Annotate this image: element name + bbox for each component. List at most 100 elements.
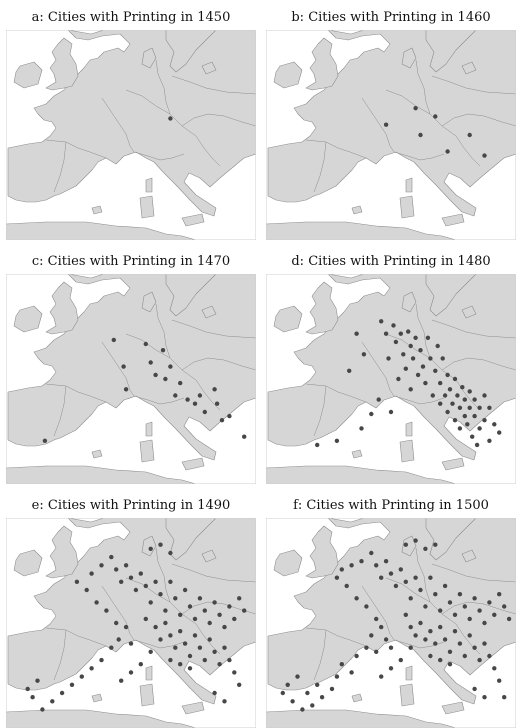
city-dot	[192, 633, 198, 638]
city-dot	[40, 707, 45, 712]
city-dot	[158, 542, 163, 547]
city-dot	[359, 426, 364, 431]
land-shape	[267, 274, 516, 461]
country-border	[361, 585, 395, 641]
city-dot	[438, 624, 443, 630]
city-dot	[237, 596, 242, 601]
city-dot	[114, 567, 119, 572]
country-border	[313, 141, 327, 193]
city-dot	[482, 620, 487, 626]
city-dot	[168, 633, 173, 638]
city-dot	[133, 587, 139, 593]
city-dot	[398, 567, 403, 572]
land-shape	[91, 449, 103, 459]
country-border	[53, 629, 67, 681]
country-border	[45, 627, 107, 647]
city-dot	[143, 583, 148, 589]
city-dot	[425, 335, 431, 340]
city-dot	[420, 364, 426, 369]
map-frame	[6, 30, 256, 240]
country-border	[305, 139, 367, 159]
city-dot	[285, 682, 290, 687]
city-dot	[470, 434, 475, 439]
land-shape	[351, 449, 363, 459]
city-dot	[423, 604, 428, 609]
city-dot	[433, 368, 438, 373]
country-border	[313, 385, 327, 437]
city-dot	[59, 690, 65, 696]
country-border	[125, 577, 197, 625]
europe-map	[266, 518, 516, 728]
city-dot	[433, 592, 438, 597]
city-dot	[487, 653, 492, 659]
city-dot	[487, 405, 492, 410]
country-border	[393, 151, 445, 161]
land-shape	[91, 205, 103, 215]
city-dot	[442, 637, 448, 642]
city-dot	[123, 624, 129, 630]
city-dot	[438, 380, 443, 386]
land-shape	[405, 177, 413, 193]
city-dot	[315, 442, 320, 448]
europe-map	[6, 518, 256, 728]
city-dot	[158, 637, 163, 642]
country-border	[155, 59, 171, 115]
city-dot	[487, 438, 492, 443]
land-shape	[145, 177, 153, 193]
city-dot	[492, 666, 497, 671]
land-shape	[267, 518, 516, 705]
city-dot	[114, 620, 119, 626]
city-dot	[89, 666, 94, 671]
country-border	[385, 89, 457, 137]
city-dot	[364, 645, 369, 650]
city-dot	[462, 397, 467, 402]
city-dot	[369, 550, 374, 556]
city-dot	[408, 343, 413, 349]
city-dot	[492, 422, 497, 427]
city-dot	[160, 348, 166, 353]
city-dot	[173, 393, 178, 398]
city-dot	[467, 405, 472, 410]
city-dot	[232, 670, 237, 675]
land-shape	[273, 61, 303, 89]
country-border	[305, 627, 367, 647]
land-shape	[181, 457, 205, 471]
city-dot	[374, 563, 379, 568]
land-shape	[45, 37, 79, 91]
city-dot	[232, 616, 237, 622]
country-border	[393, 395, 445, 405]
country-border	[45, 383, 107, 403]
city-dot	[433, 114, 438, 119]
city-dot	[347, 368, 352, 373]
land-shape	[181, 701, 205, 715]
country-border	[455, 623, 481, 655]
country-border	[133, 395, 185, 405]
land-shape	[351, 205, 363, 215]
city-dot	[128, 575, 134, 580]
city-dot	[123, 563, 129, 568]
city-dot	[477, 657, 482, 663]
land-shape	[6, 709, 197, 728]
country-border	[361, 341, 395, 397]
city-dot	[438, 657, 443, 663]
country-border	[431, 319, 516, 339]
land-shape	[273, 549, 303, 577]
city-dot	[482, 393, 487, 398]
city-dot	[477, 426, 482, 431]
city-dot	[25, 686, 30, 692]
city-dot	[361, 352, 367, 357]
city-dot	[305, 690, 310, 696]
city-dot	[482, 418, 487, 423]
country-border	[125, 89, 197, 137]
city-dot	[109, 645, 114, 650]
map-frame	[266, 30, 516, 240]
land-shape	[461, 549, 477, 563]
land-shape	[45, 525, 79, 579]
city-dot	[202, 657, 207, 663]
city-dot	[388, 571, 394, 576]
city-dot	[212, 600, 217, 605]
city-dot	[497, 430, 502, 435]
country-border	[45, 139, 107, 159]
city-dot	[290, 699, 295, 704]
city-dot	[280, 690, 285, 696]
